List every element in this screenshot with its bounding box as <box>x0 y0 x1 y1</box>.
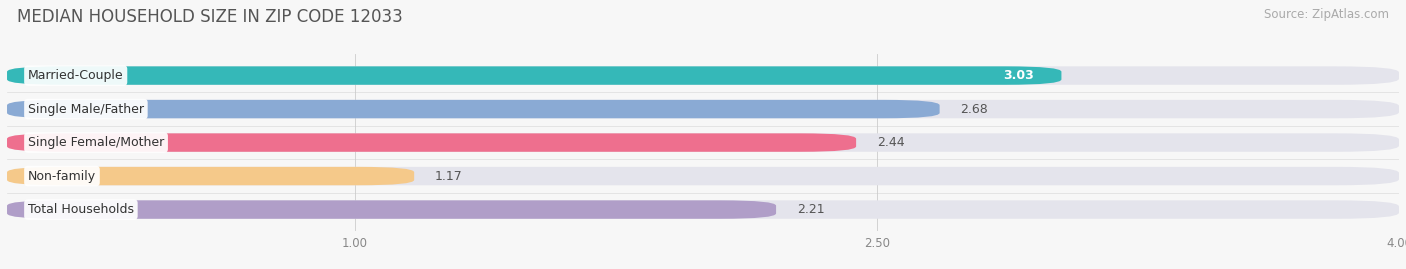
FancyBboxPatch shape <box>7 133 856 152</box>
Text: Total Households: Total Households <box>28 203 134 216</box>
Text: 2.68: 2.68 <box>960 102 988 116</box>
Text: 2.21: 2.21 <box>797 203 824 216</box>
FancyBboxPatch shape <box>7 200 1399 219</box>
Text: 2.44: 2.44 <box>877 136 904 149</box>
FancyBboxPatch shape <box>7 200 776 219</box>
FancyBboxPatch shape <box>7 100 939 118</box>
FancyBboxPatch shape <box>7 167 415 185</box>
FancyBboxPatch shape <box>7 66 1399 85</box>
Text: MEDIAN HOUSEHOLD SIZE IN ZIP CODE 12033: MEDIAN HOUSEHOLD SIZE IN ZIP CODE 12033 <box>17 8 402 26</box>
FancyBboxPatch shape <box>7 100 1399 118</box>
FancyBboxPatch shape <box>7 66 1062 85</box>
Text: Single Female/Mother: Single Female/Mother <box>28 136 165 149</box>
Text: 1.17: 1.17 <box>434 169 463 183</box>
FancyBboxPatch shape <box>7 133 1399 152</box>
Text: Non-family: Non-family <box>28 169 96 183</box>
Text: 3.03: 3.03 <box>1002 69 1033 82</box>
FancyBboxPatch shape <box>7 167 1399 185</box>
Text: Source: ZipAtlas.com: Source: ZipAtlas.com <box>1264 8 1389 21</box>
Text: Single Male/Father: Single Male/Father <box>28 102 143 116</box>
Text: Married-Couple: Married-Couple <box>28 69 124 82</box>
